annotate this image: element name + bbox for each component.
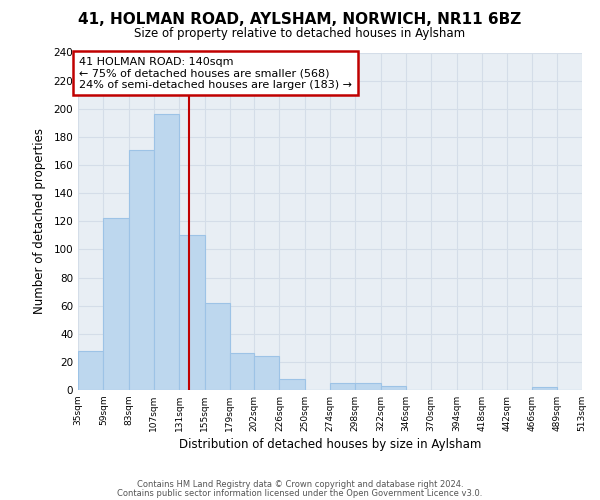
Bar xyxy=(103,218,128,390)
Bar xyxy=(128,150,154,390)
Bar xyxy=(330,383,355,390)
Bar xyxy=(254,356,280,390)
Bar xyxy=(78,350,103,390)
Text: Contains public sector information licensed under the Open Government Licence v3: Contains public sector information licen… xyxy=(118,488,482,498)
Text: 41 HOLMAN ROAD: 140sqm
← 75% of detached houses are smaller (568)
24% of semi-de: 41 HOLMAN ROAD: 140sqm ← 75% of detached… xyxy=(79,56,352,90)
Bar xyxy=(280,379,305,390)
X-axis label: Distribution of detached houses by size in Aylsham: Distribution of detached houses by size … xyxy=(179,438,481,451)
Bar xyxy=(532,387,557,390)
Bar xyxy=(230,354,254,390)
Text: 41, HOLMAN ROAD, AYLSHAM, NORWICH, NR11 6BZ: 41, HOLMAN ROAD, AYLSHAM, NORWICH, NR11 … xyxy=(79,12,521,28)
Bar xyxy=(205,303,230,390)
Text: Size of property relative to detached houses in Aylsham: Size of property relative to detached ho… xyxy=(134,28,466,40)
Y-axis label: Number of detached properties: Number of detached properties xyxy=(34,128,46,314)
Text: Contains HM Land Registry data © Crown copyright and database right 2024.: Contains HM Land Registry data © Crown c… xyxy=(137,480,463,489)
Bar xyxy=(154,114,179,390)
Bar xyxy=(179,236,205,390)
Bar xyxy=(355,383,380,390)
Bar xyxy=(380,386,406,390)
